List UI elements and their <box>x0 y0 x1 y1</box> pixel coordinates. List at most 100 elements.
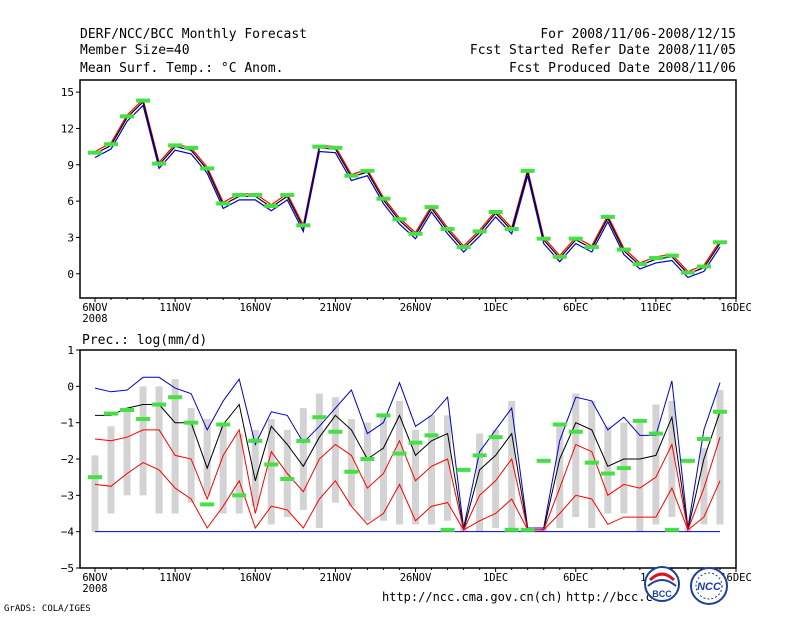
observation-marker <box>520 168 535 173</box>
observation-marker <box>184 145 199 150</box>
observation-marker <box>168 143 183 148</box>
observation-marker <box>248 438 263 443</box>
observation-marker <box>712 409 727 414</box>
observation-marker <box>280 476 295 481</box>
x-tick-label: 6NOV <box>82 572 108 584</box>
observation-marker <box>264 462 279 467</box>
x-tick-label: 1DEC <box>483 302 508 314</box>
observation-marker <box>392 217 407 222</box>
y-tick-label: 1 <box>67 344 74 357</box>
range-bar <box>476 433 484 532</box>
observation-marker <box>280 193 295 198</box>
observation-marker <box>408 231 423 236</box>
observation-marker <box>296 438 311 443</box>
y-tick-label: 0 <box>67 268 74 281</box>
observation-marker <box>392 451 407 456</box>
observation-marker <box>104 142 119 147</box>
observation-marker <box>504 527 519 532</box>
range-bar <box>107 426 115 514</box>
observation-marker <box>456 245 471 250</box>
x-tick-label: 21NOV <box>320 302 352 314</box>
observation-marker <box>104 411 119 416</box>
observation-marker <box>360 457 375 461</box>
observation-marker <box>232 193 247 198</box>
observation-marker <box>680 270 695 275</box>
observation-marker <box>200 502 215 507</box>
observation-marker <box>312 415 327 420</box>
range-bar <box>428 415 436 525</box>
observation-marker <box>696 264 711 269</box>
y-tick-label: −2 <box>61 453 74 466</box>
range-bar <box>155 386 163 514</box>
observation-marker <box>136 98 151 103</box>
observation-marker <box>696 437 711 442</box>
range-bar <box>652 404 660 525</box>
observation-marker <box>632 262 647 267</box>
panel-title: Prec.: log(mm/d) <box>82 333 207 348</box>
ncc-url[interactable]: http://ncc.cma.gov.cn(ch) <box>382 590 563 604</box>
range-bar <box>556 422 564 529</box>
observation-marker <box>136 417 151 422</box>
refer-date: Fcst Started Refer Date 2008/11/05 <box>469 43 736 58</box>
observation-marker <box>712 240 727 245</box>
range-bar <box>251 429 259 507</box>
x-tick-label: 26NOV <box>400 572 432 584</box>
y-tick-label: −3 <box>61 489 74 502</box>
observation-marker <box>568 429 583 434</box>
observation-marker <box>168 395 183 400</box>
range-bar <box>572 393 580 518</box>
observation-marker <box>440 226 455 231</box>
observation-marker <box>200 166 215 171</box>
observation-marker <box>664 253 679 258</box>
series-line-ensemble-mean <box>94 100 721 275</box>
observation-marker <box>552 254 567 259</box>
range-bar <box>492 429 500 529</box>
x-tick-label: 16NOV <box>239 302 271 314</box>
y-tick-label: 0 <box>67 380 74 393</box>
x-tick-label: 11NOV <box>159 572 191 584</box>
observation-marker <box>520 527 535 532</box>
observation-marker <box>152 402 167 407</box>
y-tick-label: 9 <box>67 159 74 172</box>
bcc-logo: BCC <box>640 566 684 606</box>
observation-marker <box>600 471 615 476</box>
observation-marker <box>456 467 471 472</box>
observation-marker <box>120 407 135 412</box>
observation-marker <box>648 431 663 436</box>
observation-marker <box>152 161 167 166</box>
x-tick-label: 16DEC <box>720 572 752 584</box>
observation-marker <box>344 173 359 178</box>
observation-marker <box>360 168 375 173</box>
x-tick-label: 6DEC <box>563 572 588 584</box>
x-tick-label: 11DEC <box>640 302 672 314</box>
observation-marker <box>440 527 455 532</box>
observation-marker <box>88 475 102 480</box>
observation-marker <box>584 245 599 250</box>
observation-marker <box>120 114 135 119</box>
y-tick-label: −5 <box>61 562 74 575</box>
ncc-logo: NCC <box>686 566 732 606</box>
x-tick-label: 6NOV <box>82 302 108 314</box>
observation-marker <box>248 193 263 198</box>
x-tick-label: 11NOV <box>159 302 191 314</box>
bcc-url[interactable]: http://bcc.c <box>566 590 653 604</box>
observation-marker <box>536 458 551 463</box>
observation-marker <box>632 418 647 423</box>
range-bar <box>636 419 644 532</box>
y-tick-label: −1 <box>61 417 74 430</box>
y-tick-label: 3 <box>67 231 74 244</box>
series-line-max <box>94 376 721 529</box>
x-tick-label: 6DEC <box>563 302 588 314</box>
series-line-q25 <box>94 428 721 532</box>
y-tick-label: 12 <box>61 122 74 135</box>
observation-marker <box>424 433 439 438</box>
range-bar <box>91 455 99 532</box>
series-line-upper <box>94 98 721 273</box>
range-bar <box>668 400 676 518</box>
variable-label: Mean Surf. Temp.: °C Anom. <box>80 61 284 76</box>
observation-marker <box>296 223 311 228</box>
produced-date: Fcst Produced Date 2008/11/06 <box>509 61 736 76</box>
range-bar <box>363 422 371 521</box>
series-line-lower <box>94 104 721 279</box>
observation-marker <box>376 413 391 418</box>
